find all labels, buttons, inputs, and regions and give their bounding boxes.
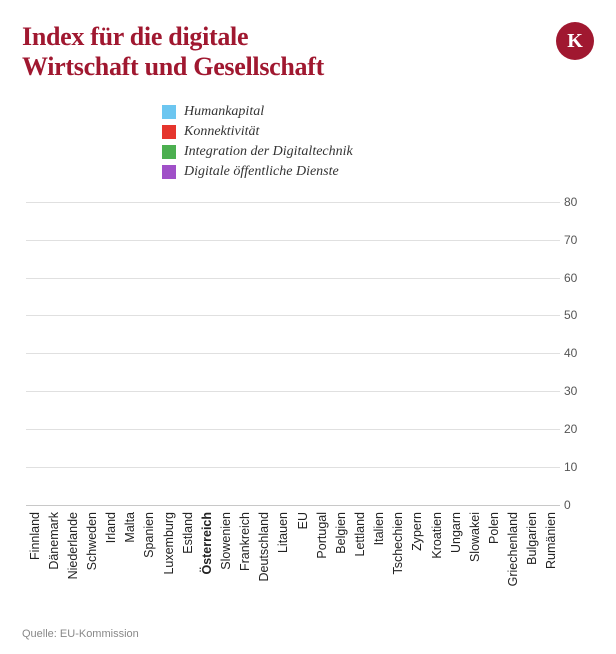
x-tick-label: Malta [122, 510, 139, 616]
legend-item: Humankapital [162, 104, 594, 120]
y-tick-label: 40 [564, 346, 590, 360]
x-tick-label: EU [294, 510, 311, 616]
x-tick-label: Belgien [332, 510, 349, 616]
legend-label: Digitale öffentliche Dienste [184, 164, 339, 180]
legend: Humankapital Konnektivität Integration der… [162, 104, 594, 180]
legend-item: Digitale öffentliche Dienste [162, 164, 594, 180]
brand-logo-letter: K [567, 30, 583, 53]
x-tick-label: Slowenien [217, 510, 234, 616]
y-tick-label: 80 [564, 195, 590, 209]
x-axis-labels: FinnlandDänemarkNiederlandeSchwedenIrlan… [26, 510, 560, 616]
x-tick-label: Dänemark [45, 510, 62, 616]
legend-label: Integration der Digitaltechnik [184, 144, 353, 160]
legend-swatch [162, 145, 176, 159]
y-tick-label: 10 [564, 460, 590, 474]
y-tick-label: 60 [564, 271, 590, 285]
x-tick-label: Slowakei [466, 510, 483, 616]
x-tick-label: Lettland [351, 510, 368, 616]
legend-swatch [162, 105, 176, 119]
legend-swatch [162, 125, 176, 139]
x-tick-label: Estland [179, 510, 196, 616]
x-tick-label: Polen [485, 510, 502, 616]
title-line-1: Index für die digitale [22, 22, 248, 51]
x-tick-label: Bulgarien [524, 510, 541, 616]
legend-swatch [162, 165, 176, 179]
x-tick-label: Irland [103, 510, 120, 616]
legend-label: Humankapital [184, 104, 264, 120]
x-tick-label: Griechenland [505, 510, 522, 616]
chart: 01020304050607080 FinnlandDänemarkNieder… [22, 196, 594, 616]
x-tick-label: Tschechien [390, 510, 407, 616]
x-tick-label: Ungarn [447, 510, 464, 616]
legend-label: Konnektivität [184, 124, 259, 140]
x-tick-label: Schweden [83, 510, 100, 616]
y-tick-label: 20 [564, 422, 590, 436]
legend-item: Integration der Digitaltechnik [162, 144, 594, 160]
chart-title: Index für die digitale Wirtschaft und Ge… [22, 22, 594, 82]
x-tick-label: Spanien [141, 510, 158, 616]
x-tick-label: Litauen [275, 510, 292, 616]
x-tick-label: Deutschland [256, 510, 273, 616]
y-tick-label: 30 [564, 384, 590, 398]
bars-container [26, 202, 560, 505]
plot-area: 01020304050607080 [26, 202, 560, 506]
x-tick-label: Frankreich [237, 510, 254, 616]
x-tick-label: Kroatien [428, 510, 445, 616]
x-tick-label: Luxemburg [160, 510, 177, 616]
y-tick-label: 0 [564, 498, 590, 512]
y-tick-label: 70 [564, 233, 590, 247]
x-tick-label: Niederlande [64, 510, 81, 616]
brand-logo-icon: K [556, 22, 594, 60]
y-tick-label: 50 [564, 308, 590, 322]
legend-item: Konnektivität [162, 124, 594, 140]
x-tick-label: Italien [371, 510, 388, 616]
title-line-2: Wirtschaft und Gesellschaft [22, 52, 324, 81]
x-tick-label: Rumänien [543, 510, 560, 616]
source-text: Quelle: EU-Kommission [22, 628, 139, 640]
x-tick-label: Zypern [409, 510, 426, 616]
x-tick-label: Österreich [198, 510, 215, 616]
x-tick-label: Portugal [313, 510, 330, 616]
x-tick-label: Finnland [26, 510, 43, 616]
